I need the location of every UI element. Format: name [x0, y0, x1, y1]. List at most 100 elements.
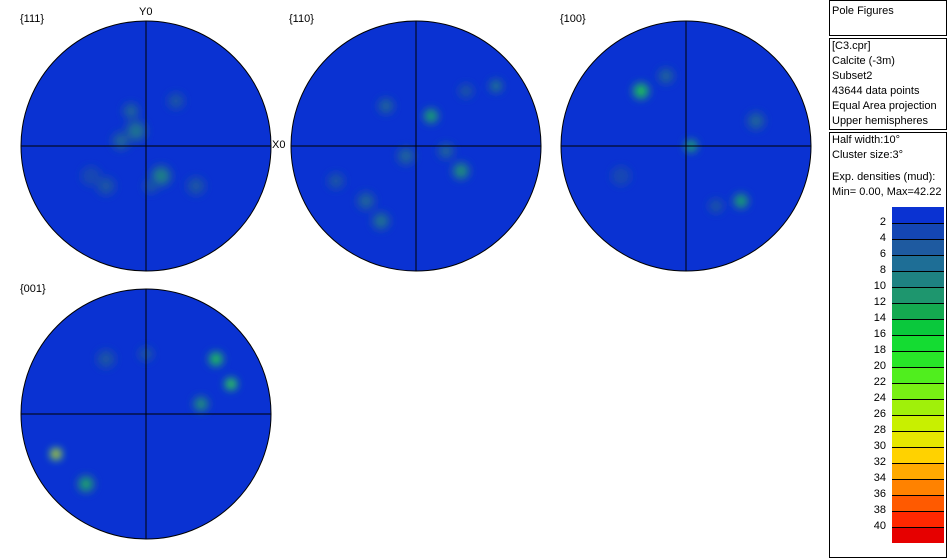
info-phase: Calcite (-3m)	[832, 55, 895, 67]
density-cluster	[101, 181, 111, 191]
density-cluster	[101, 354, 111, 364]
title-panel: Pole Figures	[829, 0, 947, 36]
scale-tick-label: 30	[873, 440, 886, 452]
density-cluster	[639, 89, 643, 93]
scale-swatch	[892, 287, 944, 303]
scale-tick	[892, 367, 944, 368]
scale-tick-label: 2	[879, 216, 886, 228]
pole-figure-rim	[20, 288, 272, 540]
density-cluster	[443, 148, 449, 154]
scale-tick	[892, 383, 944, 384]
scale-swatch	[892, 303, 944, 319]
scale-tick-label: 14	[873, 312, 886, 324]
pole-figure-001	[20, 288, 272, 540]
scale-tick	[892, 255, 944, 256]
pf-label-001: {001}	[20, 283, 46, 295]
scale-tick	[892, 415, 944, 416]
legend-panel: Half width:10° Cluster size:3° Exp. dens…	[829, 132, 947, 558]
scale-tick	[892, 319, 944, 320]
scale-swatch	[892, 351, 944, 367]
info-range: Min= 0.00, Max=42.22	[832, 186, 942, 198]
scale-swatch	[892, 479, 944, 495]
density-cluster	[752, 117, 760, 125]
density-cluster	[171, 96, 181, 106]
pole-figure-svg	[20, 20, 272, 272]
density-cluster	[229, 382, 233, 386]
info-panel: [C3.cpr] Calcite (-3m) Subset2 43644 dat…	[829, 38, 947, 130]
scale-tick-label: 6	[879, 248, 886, 260]
density-cluster	[462, 87, 470, 95]
pole-figure-svg	[560, 20, 812, 272]
density-cluster	[739, 199, 743, 203]
scale-tick-label: 28	[873, 424, 886, 436]
scale-tick	[892, 479, 944, 480]
panel-title: Pole Figures	[832, 5, 894, 17]
scale-tick	[892, 511, 944, 512]
density-cluster	[378, 218, 384, 224]
scale-swatch	[892, 271, 944, 287]
axis-x-label: X0	[272, 139, 286, 151]
scale-swatch	[892, 207, 944, 223]
density-cluster	[663, 73, 669, 79]
density-cluster	[331, 176, 341, 186]
scale-tick	[892, 287, 944, 288]
scale-swatch	[892, 335, 944, 351]
scale-swatch	[892, 431, 944, 447]
scale-tick	[892, 223, 944, 224]
scale-swatch	[892, 527, 944, 543]
pole-figure-100	[560, 20, 812, 272]
scale-tick-label: 40	[873, 520, 886, 532]
scale-tick	[892, 303, 944, 304]
scale-tick	[892, 431, 944, 432]
scale-tick-label: 34	[873, 472, 886, 484]
density-cluster	[117, 137, 125, 145]
axis-y-label: Y0	[139, 6, 153, 18]
density-cluster	[402, 152, 410, 160]
scale-tick-label: 4	[879, 232, 886, 244]
scale-tick-label: 26	[873, 408, 886, 420]
density-cluster	[158, 173, 164, 179]
pole-figure-111	[20, 20, 272, 272]
info-points: 43644 data points	[832, 85, 920, 97]
density-cluster	[611, 166, 631, 186]
density-cluster	[54, 452, 58, 456]
scale-tick	[892, 399, 944, 400]
density-cluster	[429, 114, 433, 118]
scale-swatch	[892, 223, 944, 239]
info-density-label: Exp. densities (mud):	[832, 171, 936, 183]
density-cluster	[459, 169, 463, 173]
scale-swatch	[892, 447, 944, 463]
pole-figure-svg	[20, 288, 272, 540]
density-cluster	[494, 84, 498, 88]
density-cluster	[84, 482, 88, 486]
scale-tick	[892, 495, 944, 496]
scale-tick-label: 22	[873, 376, 886, 388]
density-cluster	[383, 103, 389, 109]
pole-figure-110	[290, 20, 542, 272]
pf-label-100: {100}	[560, 13, 586, 25]
info-half-width: Half width:10°	[832, 134, 900, 146]
pf-label-111: {111}	[20, 13, 45, 25]
scale-swatch	[892, 511, 944, 527]
scale-tick-label: 20	[873, 360, 886, 372]
info-hemisphere: Upper hemispheres	[832, 115, 928, 127]
scale-tick-label: 24	[873, 392, 886, 404]
pf-label-110: {110}	[289, 13, 314, 25]
info-projection: Equal Area projection	[832, 100, 937, 112]
density-cluster	[199, 402, 203, 406]
scale-tick	[892, 239, 944, 240]
scale-swatch	[892, 399, 944, 415]
scale-tick-label: 36	[873, 488, 886, 500]
scale-tick-label: 32	[873, 456, 886, 468]
density-cluster	[128, 108, 134, 114]
scale-tick	[892, 335, 944, 336]
scale-tick-label: 38	[873, 504, 886, 516]
info-cluster-size: Cluster size:3°	[832, 149, 904, 161]
scale-swatch	[892, 383, 944, 399]
scale-swatch	[892, 367, 944, 383]
scale-swatch	[892, 495, 944, 511]
scale-tick	[892, 463, 944, 464]
scale-tick	[892, 351, 944, 352]
scale-tick-label: 12	[873, 296, 886, 308]
scale-tick	[892, 271, 944, 272]
